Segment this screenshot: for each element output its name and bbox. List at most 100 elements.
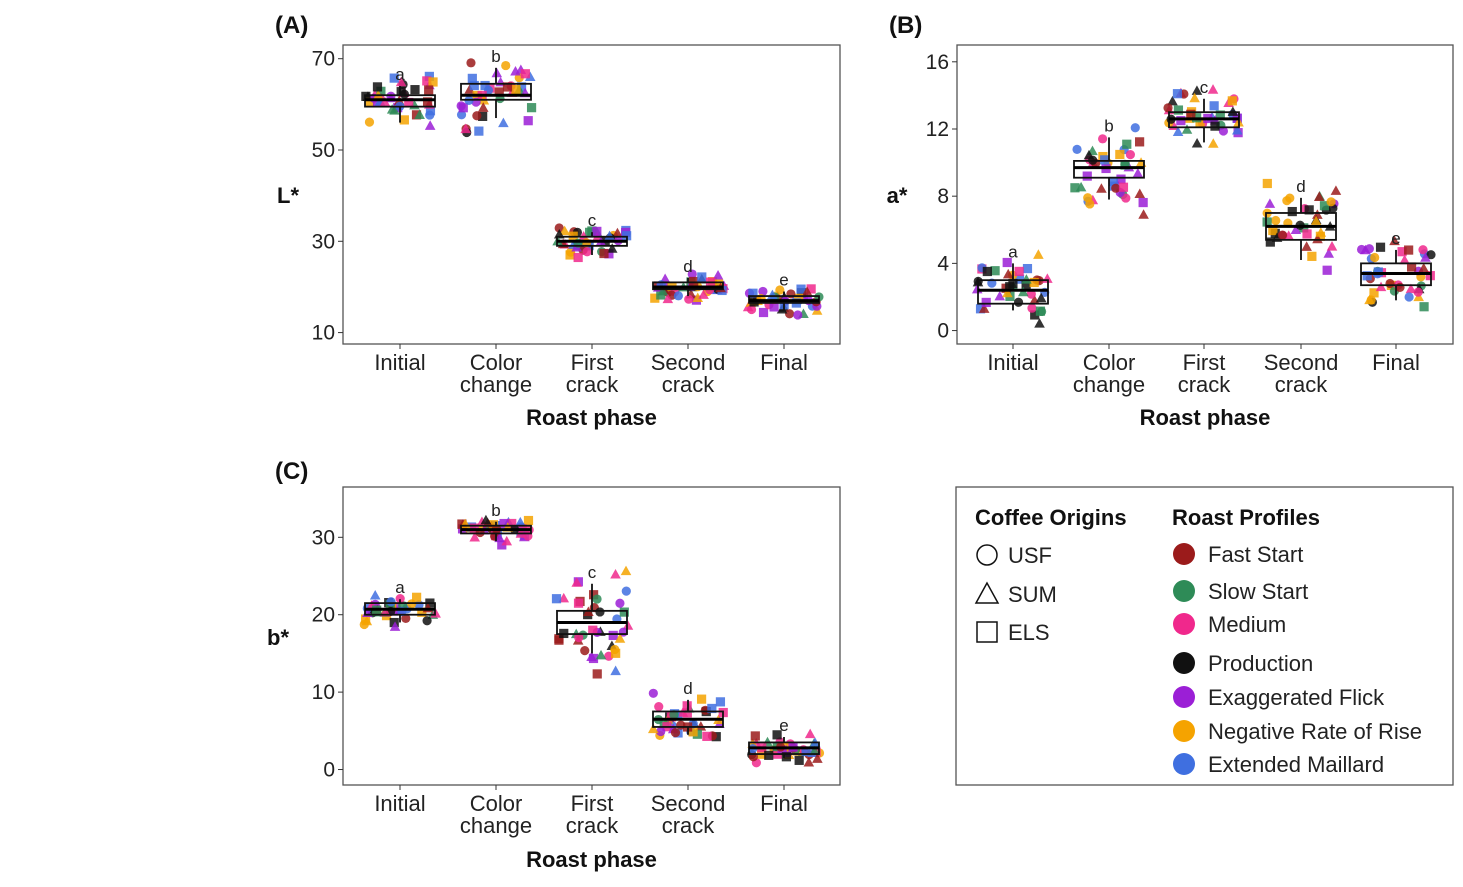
data-point: [610, 568, 621, 579]
data-point: [456, 110, 467, 120]
data-point: [1075, 181, 1087, 192]
data-point: [1005, 282, 1015, 292]
legend-profile-label: Fast Start: [1208, 542, 1303, 567]
x-tick-label: Second crack: [1264, 350, 1339, 397]
legend-origin-label: USF: [1008, 543, 1052, 568]
data-point: [1115, 149, 1125, 160]
x-tick-label: First crack: [566, 791, 620, 838]
y-tick-label: 0: [323, 759, 335, 782]
data-point: [494, 87, 504, 97]
data-point: [1035, 292, 1047, 303]
data-point: [428, 77, 438, 87]
data-point: [1418, 262, 1429, 273]
y-tick-label: 30: [312, 230, 335, 253]
data-point: [769, 302, 779, 312]
data-point: [793, 310, 803, 320]
data-point: [1210, 121, 1220, 131]
data-point: [467, 73, 477, 83]
data-point: [801, 286, 813, 296]
data-point: [559, 225, 570, 236]
data-point: [554, 223, 564, 233]
data-point: [688, 727, 698, 737]
data-point: [612, 227, 623, 238]
y-tick-label: 50: [312, 139, 335, 162]
data-point: [554, 635, 564, 645]
box-color-change: b: [457, 501, 534, 550]
data-point: [1027, 303, 1037, 313]
panel-label: (C): [275, 458, 308, 485]
data-point: [399, 89, 410, 99]
data-point: [414, 109, 425, 119]
box-second-crack: d: [1262, 177, 1342, 275]
legend-profile-label: Medium: [1208, 612, 1286, 637]
data-point: [574, 632, 584, 643]
data-point: [364, 117, 375, 127]
data-point: [1307, 251, 1317, 261]
data-point: [480, 514, 492, 525]
data-point: [1138, 197, 1148, 208]
data-point: [1389, 235, 1400, 246]
data-point: [401, 613, 411, 623]
x-tick-label: Initial: [374, 791, 425, 816]
data-point: [781, 752, 791, 762]
data-point: [764, 750, 774, 760]
group-letter: a: [395, 578, 405, 597]
data-point: [469, 80, 479, 91]
data-point: [1322, 265, 1332, 275]
x-tick-label: Initial: [987, 350, 1038, 375]
x-tick-label: First crack: [566, 350, 620, 397]
data-point: [982, 266, 992, 277]
x-tick-label-line: Color: [470, 791, 523, 816]
data-point: [585, 227, 595, 237]
data-point: [422, 97, 433, 107]
data-point: [1285, 193, 1295, 203]
data-point: [582, 247, 592, 257]
iqr-box: [1073, 160, 1145, 179]
legend-profile-label: Extended Maillard: [1208, 752, 1384, 777]
data-point: [551, 594, 562, 604]
x-tick-label: Final: [760, 350, 808, 375]
data-point: [1418, 245, 1428, 255]
data-point: [1326, 197, 1336, 207]
data-point: [615, 598, 625, 608]
x-tick-label-line: Initial: [374, 350, 425, 375]
data-point: [682, 708, 692, 718]
x-tick-label-line: Final: [760, 791, 808, 816]
legend-swatch-icon: [1173, 753, 1195, 775]
data-point: [524, 71, 536, 82]
legend-profiles-title: Roast Profiles: [1172, 505, 1320, 530]
data-point: [516, 82, 527, 92]
data-point: [1369, 288, 1379, 298]
x-tick-label-line: change: [460, 813, 532, 838]
x-tick-label-line: Final: [1372, 350, 1420, 375]
data-point: [689, 276, 699, 287]
data-point: [1021, 274, 1032, 284]
data-point: [1172, 126, 1184, 136]
data-point: [707, 703, 717, 714]
data-point: [469, 532, 480, 542]
data-point: [990, 266, 1000, 276]
data-point: [1385, 278, 1395, 289]
data-point: [1227, 96, 1237, 106]
data-point: [422, 76, 432, 86]
data-point: [1034, 318, 1045, 328]
x-axis-title: Roast phase: [526, 847, 657, 872]
data-point: [1375, 242, 1386, 252]
data-point: [501, 60, 511, 71]
data-point: [474, 126, 484, 136]
legend-swatch-icon: [1173, 652, 1195, 674]
data-point: [488, 520, 498, 530]
x-axis-title: Roast phase: [1140, 405, 1271, 430]
data-point: [695, 721, 707, 731]
data-point: [1312, 209, 1323, 219]
data-point: [526, 103, 537, 113]
data-point: [1111, 183, 1121, 193]
x-tick-label-line: Initial: [987, 350, 1038, 375]
panel-label: (B): [889, 12, 922, 39]
data-point: [981, 297, 991, 308]
data-point: [1035, 306, 1046, 316]
data-point: [786, 289, 796, 299]
x-tick-label-line: First: [571, 791, 614, 816]
data-point: [1085, 199, 1095, 209]
